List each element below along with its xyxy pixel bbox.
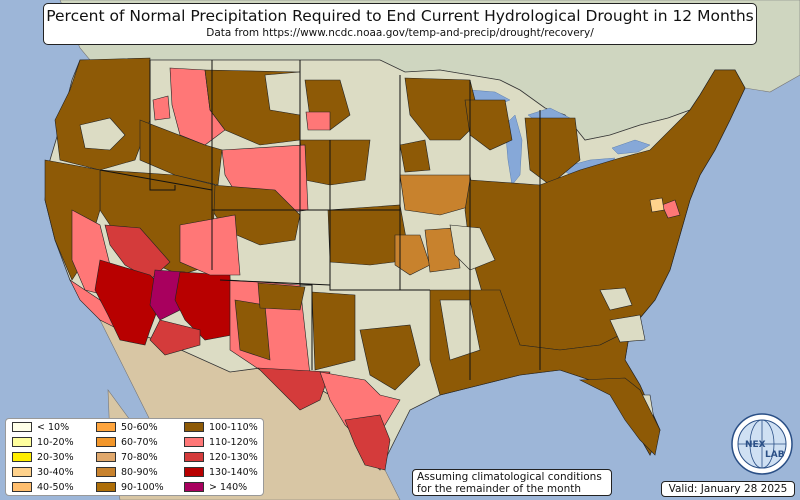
legend-item: 70-80% xyxy=(96,451,158,464)
legend-item: 10-20% xyxy=(12,436,74,449)
legend-label: > 140% xyxy=(209,482,248,493)
legend-item: 130-140% xyxy=(184,466,258,479)
logo-text-left: NEX xyxy=(745,440,766,450)
legend-swatch xyxy=(96,451,116,462)
legend-swatch xyxy=(12,421,32,432)
legend: < 10% 10-20% 20-30% 30-40% 40-50% 50-60% 60-70… xyxy=(5,418,264,496)
legend-swatch xyxy=(12,466,32,477)
legend-item: 50-60% xyxy=(96,421,158,434)
legend-swatch xyxy=(184,451,204,462)
florida-peninsula xyxy=(578,377,661,456)
valid-date: Valid: January 28 2025 xyxy=(661,481,795,497)
legend-label: 120-130% xyxy=(209,452,258,463)
legend-label: 30-40% xyxy=(37,467,74,478)
legend-swatch xyxy=(96,466,116,477)
legend-item: 80-90% xyxy=(96,466,158,479)
legend-swatch xyxy=(96,481,116,492)
legend-swatch xyxy=(96,436,116,447)
legend-swatch xyxy=(184,481,204,492)
legend-item: 40-50% xyxy=(12,481,74,494)
legend-swatch xyxy=(12,436,32,447)
legend-label: 110-120% xyxy=(209,437,258,448)
legend-swatch xyxy=(184,466,204,477)
legend-label: 50-60% xyxy=(121,422,158,433)
legend-item: 110-120% xyxy=(184,436,258,449)
legend-label: 10-20% xyxy=(37,437,74,448)
legend-item: 90-100% xyxy=(96,481,164,494)
legend-item: < 10% xyxy=(12,421,70,434)
legend-swatch xyxy=(184,421,204,432)
legend-swatch xyxy=(184,436,204,447)
title-panel: Percent of Normal Precipitation Required… xyxy=(43,3,757,45)
legend-label: 20-30% xyxy=(37,452,74,463)
legend-label: 40-50% xyxy=(37,482,74,493)
map-subtitle: Data from https://www.ncdc.noaa.gov/temp… xyxy=(206,27,594,39)
assumption-note: Assuming climatological conditions for t… xyxy=(412,469,612,496)
map-title: Percent of Normal Precipitation Required… xyxy=(46,7,754,25)
legend-label: 60-70% xyxy=(121,437,158,448)
legend-label: < 10% xyxy=(37,422,70,433)
legend-label: 70-80% xyxy=(121,452,158,463)
legend-item: 30-40% xyxy=(12,466,74,479)
legend-item: 120-130% xyxy=(184,451,258,464)
nexlab-globe-logo-icon: NEX LAB xyxy=(731,413,793,475)
logo-text-right: LAB xyxy=(765,450,785,460)
state-boundaries xyxy=(99,60,541,380)
legend-label: 100-110% xyxy=(209,422,258,433)
legend-swatch xyxy=(12,451,32,462)
legend-item: 60-70% xyxy=(96,436,158,449)
legend-label: 130-140% xyxy=(209,467,258,478)
legend-label: 80-90% xyxy=(121,467,158,478)
note-line-1: Assuming climatological conditions xyxy=(417,471,602,483)
note-line-2: for the remainder of the month xyxy=(417,483,582,495)
legend-label: 90-100% xyxy=(121,482,164,493)
legend-item: 100-110% xyxy=(184,421,258,434)
legend-swatch xyxy=(12,481,32,492)
legend-swatch xyxy=(96,421,116,432)
legend-item: > 140% xyxy=(184,481,248,494)
legend-item: 20-30% xyxy=(12,451,74,464)
drought-regions xyxy=(44,57,746,471)
